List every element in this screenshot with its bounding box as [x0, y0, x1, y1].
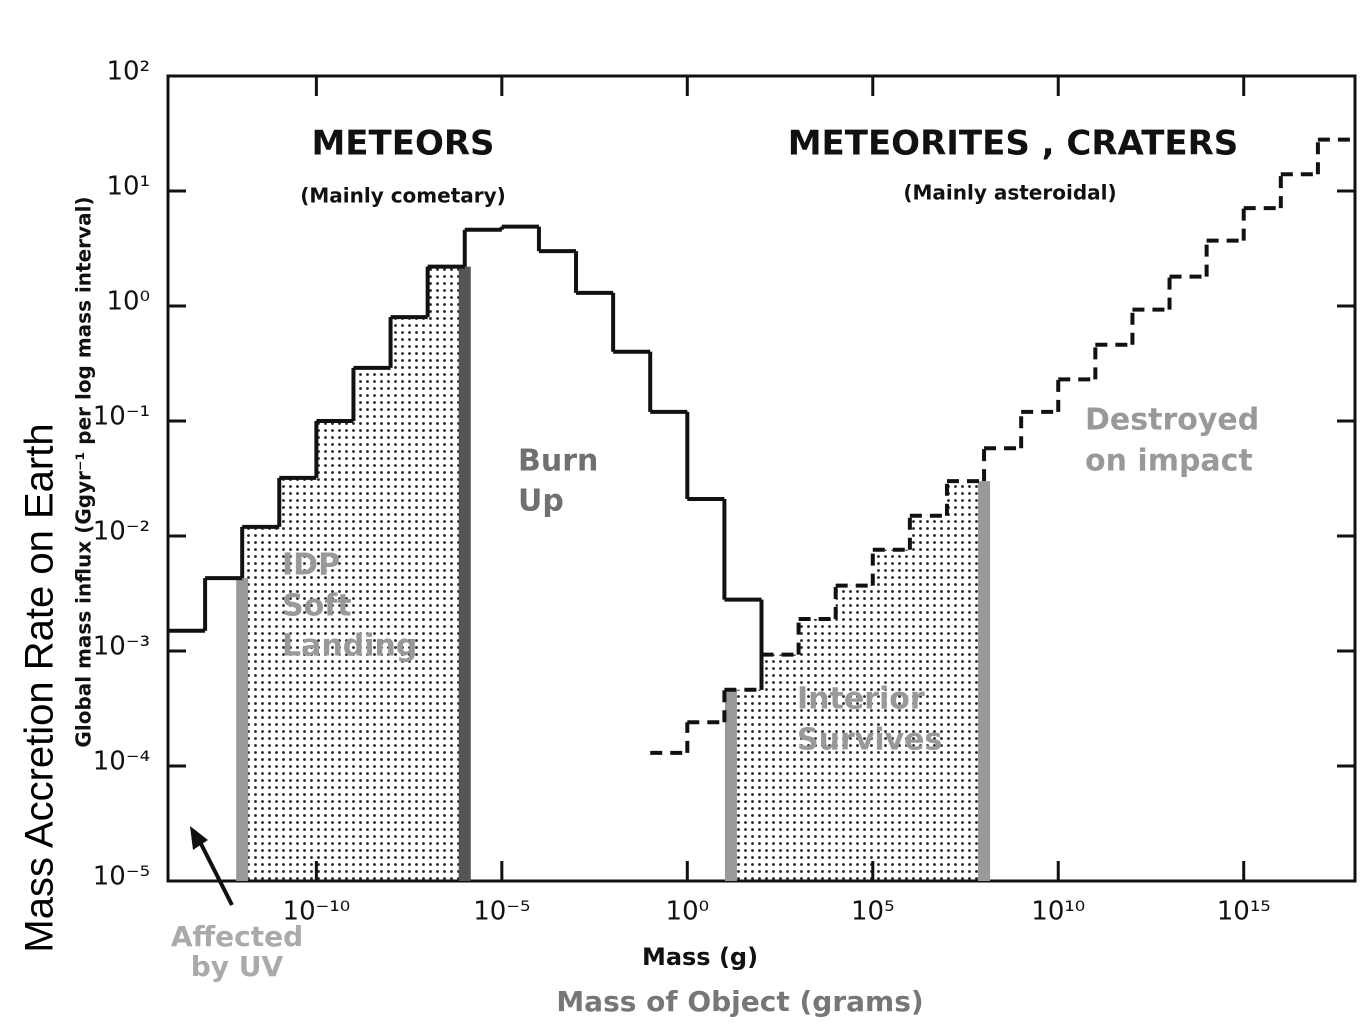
x-label: Mass (g) — [642, 943, 758, 971]
annotation: Destroyed — [1085, 403, 1259, 438]
stipple — [872, 549, 910, 881]
y-tick-label: 10² — [106, 57, 150, 87]
annotation: Soft — [282, 589, 352, 624]
x-tick-label: 10¹⁰ — [1031, 897, 1085, 927]
annotation: on impact — [1085, 444, 1253, 479]
stipple — [835, 585, 873, 881]
annotation: (Mainly asteroidal) — [903, 181, 1116, 205]
overlay-x-label: Mass of Object (grams) — [556, 985, 923, 1018]
y-tick-label: 10¹ — [106, 172, 150, 202]
annotation: Interior — [797, 682, 925, 717]
boundary — [236, 578, 249, 881]
y-tick-label: 10⁻¹ — [93, 402, 150, 432]
y-tick-label: 10⁰ — [106, 287, 150, 317]
y-tick-label: 10⁻⁴ — [93, 747, 150, 777]
boundary — [458, 266, 471, 881]
annotation: METEORITES , CRATERS — [788, 124, 1239, 164]
x-tick-label: 10⁻¹⁰ — [283, 897, 351, 927]
annotation: Affected — [171, 920, 303, 953]
annotation: Up — [518, 484, 564, 519]
y-tick-label: 10⁻⁵ — [93, 862, 150, 892]
stipple — [390, 317, 428, 881]
x-tick-label: 10⁰ — [666, 897, 710, 927]
annotation: Landing — [282, 629, 417, 664]
y-tick-label: 10⁻² — [93, 517, 150, 547]
boundary — [724, 689, 737, 881]
arrow-head — [190, 826, 208, 850]
annotation: IDP — [282, 548, 340, 583]
stipple — [798, 618, 836, 881]
annotation: by UV — [191, 950, 284, 983]
stipple — [761, 654, 799, 881]
stipple — [353, 367, 391, 881]
stipple — [316, 421, 354, 881]
stipple — [946, 481, 985, 881]
stipple — [279, 477, 317, 881]
stipple — [427, 266, 465, 881]
x-tick-label: 10¹⁵ — [1217, 897, 1271, 927]
annotation: Burn — [518, 444, 598, 479]
stipple — [909, 515, 947, 881]
boundary — [978, 481, 991, 881]
plot-frame — [166, 74, 1357, 883]
overlay-y-label: Mass Accretion Rate on Earth — [18, 423, 62, 952]
y-label: Global mass influx (Ggyr⁻¹ per log mass … — [72, 196, 96, 747]
annotation: METEORS — [311, 124, 494, 164]
x-tick-label: 10⁻⁵ — [473, 897, 530, 927]
stipple — [242, 526, 280, 881]
x-tick-label: 10⁵ — [851, 897, 895, 927]
annotation: Survives — [797, 723, 942, 758]
y-tick-label: 10⁻³ — [93, 632, 150, 662]
annotation: (Mainly cometary) — [300, 184, 506, 208]
